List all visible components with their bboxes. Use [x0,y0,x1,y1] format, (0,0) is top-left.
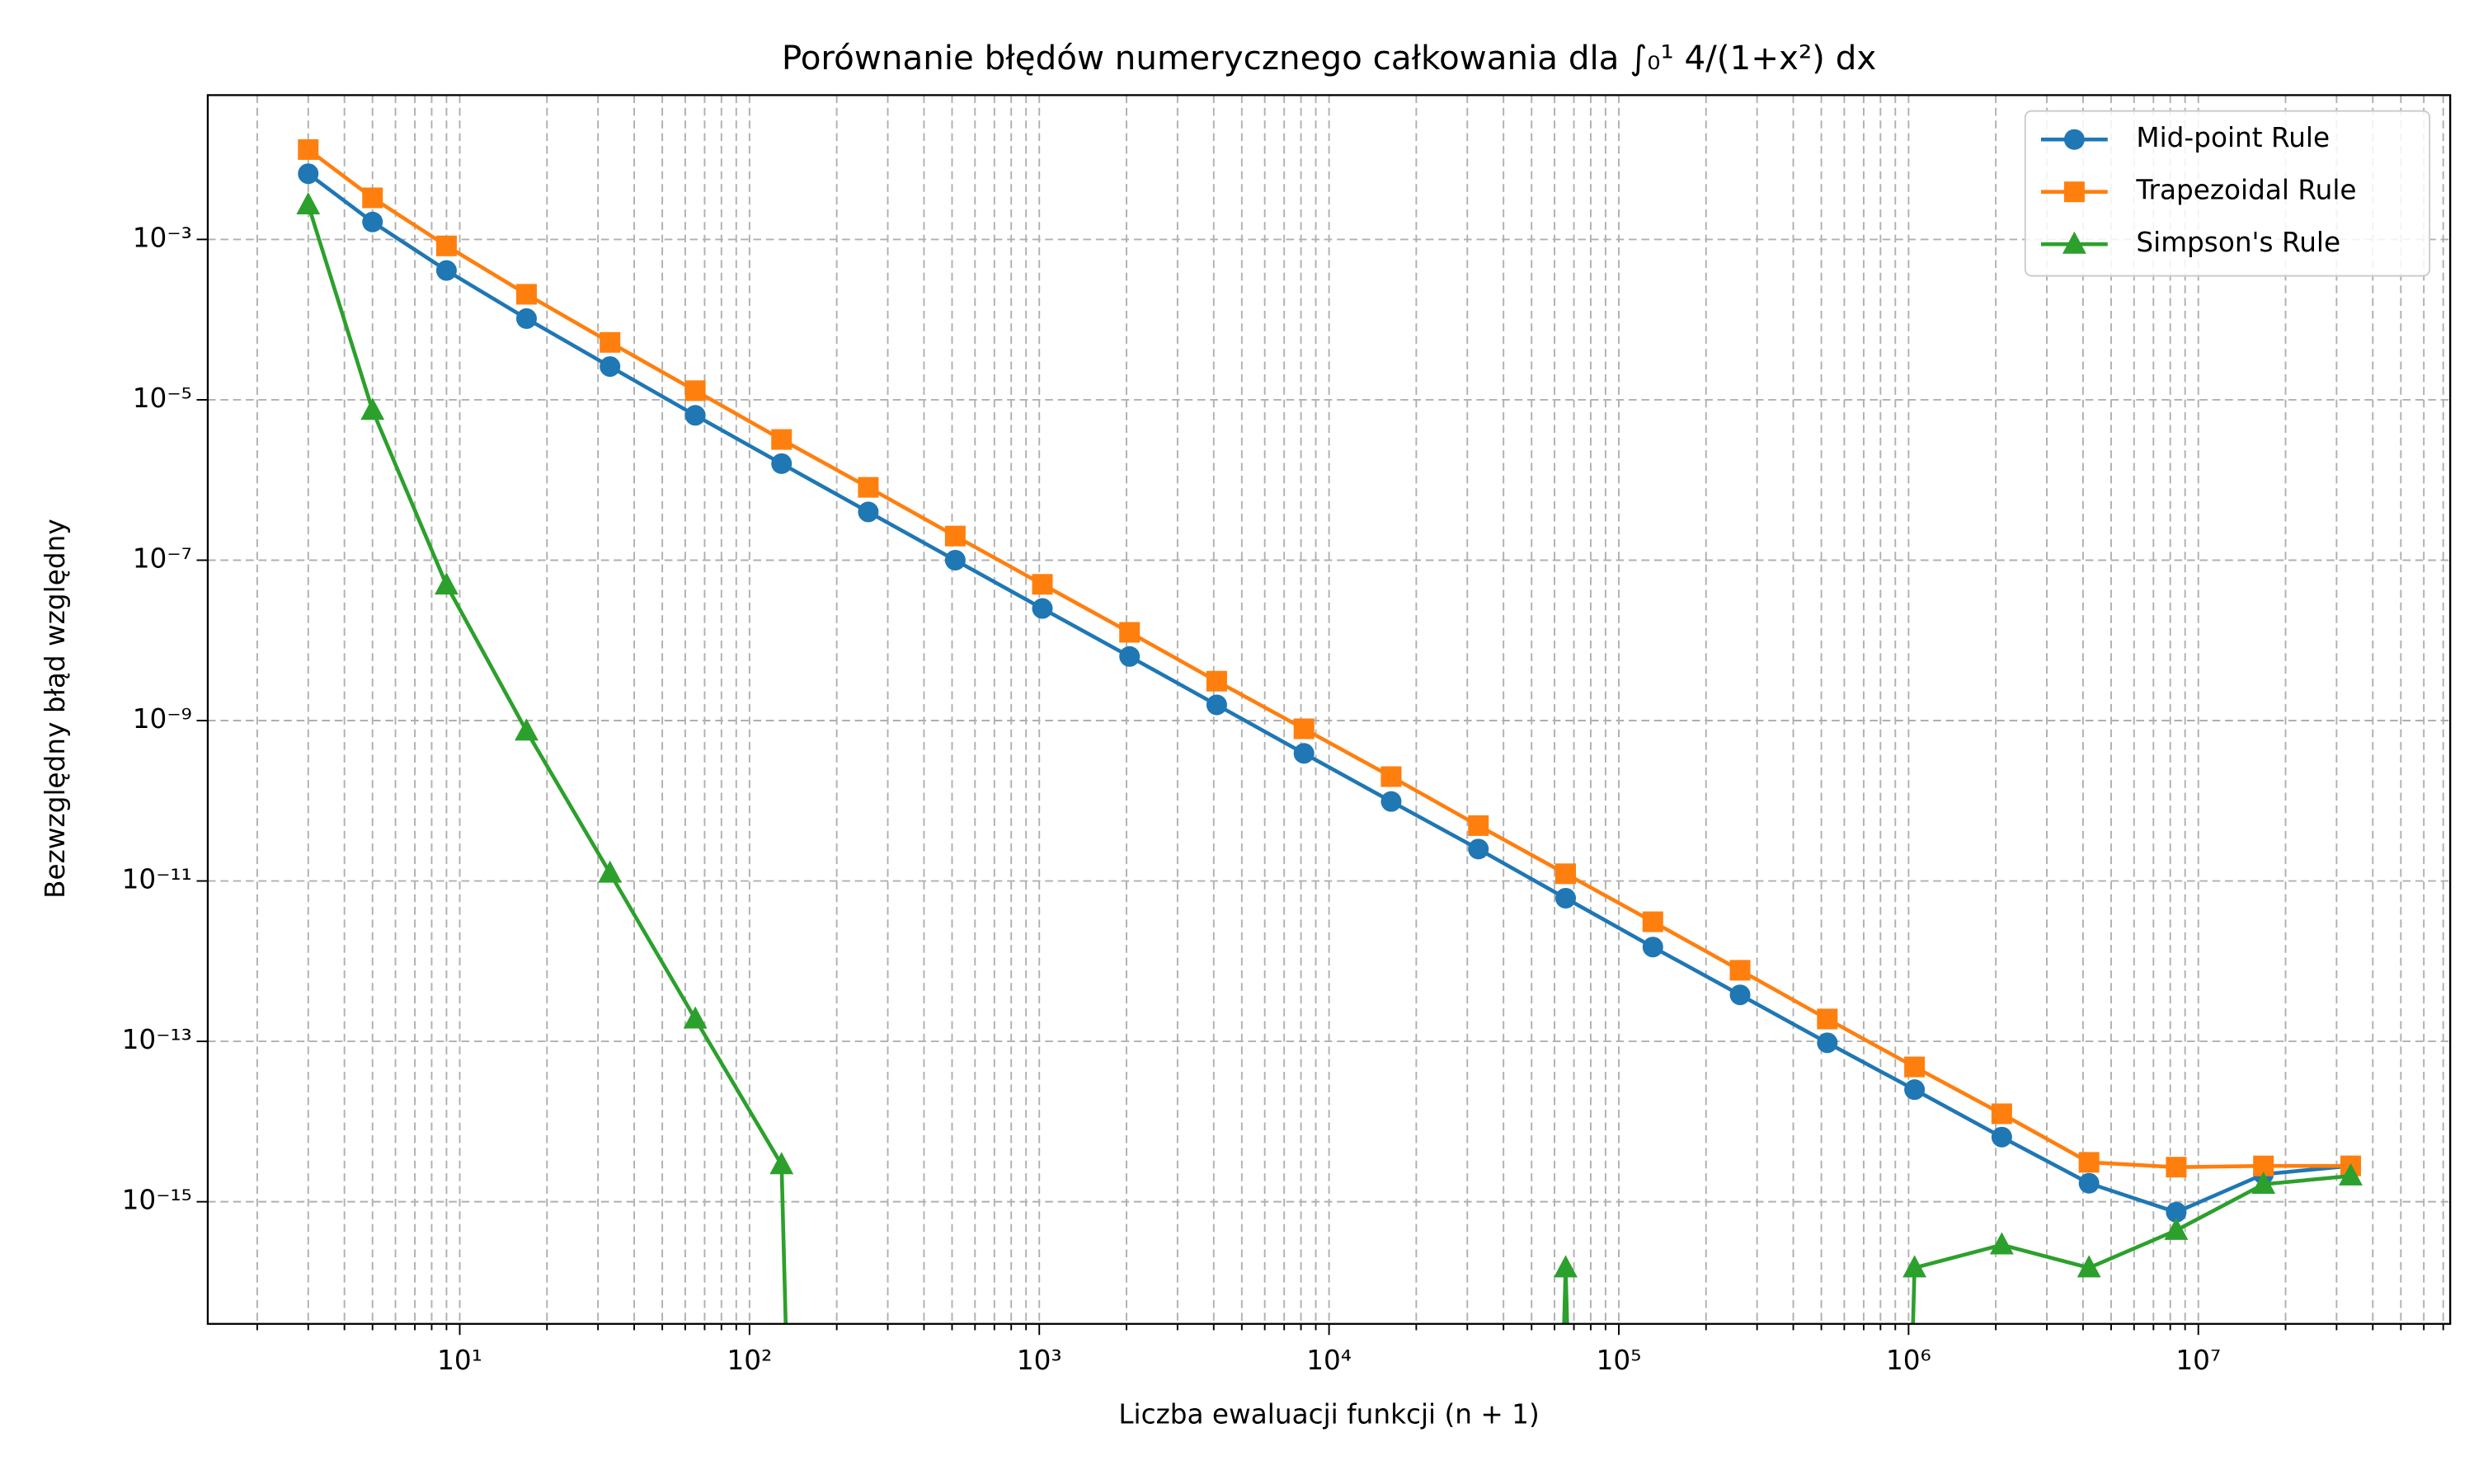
x-tick-label: 10⁷ [2175,1345,2221,1376]
marker [1032,574,1053,595]
marker [1729,984,1751,1006]
marker [1991,1103,2012,1125]
marker [1555,863,1577,885]
grid [207,95,2451,1324]
marker [944,525,966,547]
x-tick-label: 10³ [1017,1345,1062,1376]
marker [684,380,706,402]
x-axis-label: Liczba ewaluacji funkcji (n + 1) [1118,1398,1539,1430]
marker [1642,937,1663,958]
marker [434,572,459,595]
marker [2251,1172,2276,1195]
y-tick-label: 10⁻¹³ [122,1024,192,1055]
marker [1468,815,1489,836]
marker [362,187,383,209]
marker [1555,887,1577,909]
marker [600,356,621,378]
marker [1817,1032,1838,1054]
marker [298,139,319,160]
marker [1380,791,1402,812]
x-tick-label: 10² [727,1345,773,1376]
marker [435,235,457,256]
marker [1904,1079,1926,1101]
legend-label: Mid-point Rule [2136,122,2330,153]
marker [1119,622,1141,643]
marker [515,284,537,305]
marker [1293,743,1315,764]
marker [1206,670,1227,692]
x-tick-label: 10⁴ [1306,1345,1352,1376]
plot-area [296,139,2363,1324]
legend-label: Trapezoidal Rule [2135,175,2356,206]
marker [1032,598,1053,619]
marker [2078,1172,2100,1194]
marker [683,1006,708,1029]
marker [1817,1008,1838,1030]
marker [944,549,966,571]
marker [298,163,319,185]
marker [1293,718,1315,740]
marker [1119,646,1141,667]
marker [1729,960,1751,981]
y-tick-label: 10⁻³ [133,222,192,253]
x-tick-label: 10⁵ [1597,1345,1642,1376]
y-tick-label: 10⁻¹¹ [122,864,192,895]
ticks: 10¹ 10² 10³ 10⁴ 10⁵ 10⁶ 10⁷ 10⁻³ 10⁻⁵ 10⁻⁷ 10⁻⁹ 10⁻… [122,222,2444,1376]
y-axis-label: Bezwzględny błąd względny [40,519,71,899]
legend: Mid-point Rule Trapezoidal Rule Simpson's … [2024,110,2431,277]
chart-title: Porównanie błędów numerycznego całkowani… [782,39,1876,77]
marker [858,477,879,498]
marker [1554,1255,1578,1278]
marker [435,260,457,281]
marker [515,308,537,329]
marker [2062,231,2086,254]
marker [1903,1255,1927,1278]
marker [2077,1255,2101,1278]
marker [2078,1152,2100,1173]
marker [296,192,321,214]
legend-label: Simpson's Rule [2136,227,2340,258]
y-tick-label: 10⁻⁵ [133,383,192,414]
marker [1206,694,1227,716]
marker [2166,1157,2187,1178]
y-tick-label: 10⁻¹⁵ [122,1185,192,1216]
marker [2063,129,2085,150]
marker [1468,838,1489,860]
marker [2063,181,2085,203]
marker [598,860,623,883]
marker [684,405,706,426]
y-tick-label: 10⁻⁷ [133,542,192,574]
marker [1991,1126,2012,1148]
marker [771,453,793,474]
y-tick-label: 10⁻⁹ [133,703,192,735]
marker [1989,1232,2014,1255]
marker [1642,911,1663,932]
marker [362,211,383,232]
x-tick-label: 10⁶ [1886,1345,1931,1376]
marker [600,331,621,353]
marker [771,429,793,450]
marker [1380,766,1402,787]
marker [360,397,385,420]
x-tick-label: 10¹ [437,1345,482,1376]
marker [2339,1162,2363,1186]
marker [769,1152,794,1175]
marker [1904,1056,1926,1078]
marker [2164,1217,2189,1240]
marker [858,501,879,523]
marker [515,718,539,741]
marker [2166,1201,2187,1223]
legend-box [2024,110,2431,277]
